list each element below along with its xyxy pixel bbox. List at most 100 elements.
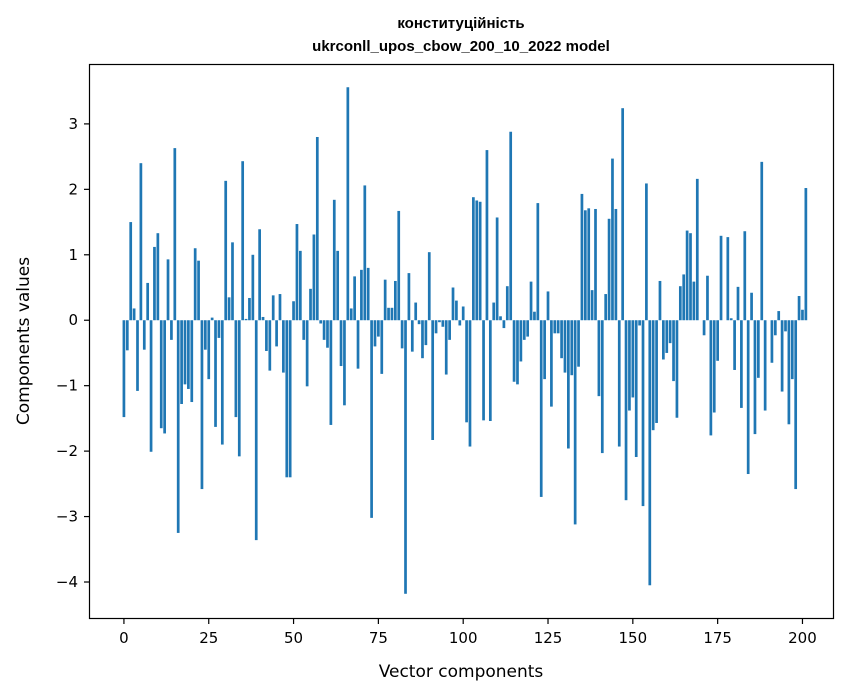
bar [298,250,302,321]
bar [665,320,669,353]
bar [597,320,601,397]
bar [220,320,224,445]
bar [404,320,407,594]
bar [203,320,207,350]
bar [227,297,231,321]
bar [451,287,455,321]
bar [740,320,743,408]
bar [292,301,295,321]
bar [326,320,329,348]
bar [149,320,153,452]
bar [305,320,309,387]
bar [163,320,166,434]
bar [129,222,133,321]
bar [794,320,798,490]
bar [746,320,750,475]
bar [319,320,323,324]
bar [743,231,747,321]
bar [662,320,665,360]
bar [346,87,350,321]
bar [621,108,625,321]
bar [180,320,183,404]
bar [407,273,411,321]
bar [736,286,740,321]
bar [444,320,448,375]
bar [159,320,163,429]
bar [600,320,604,454]
bar [668,320,672,344]
bar [393,280,397,321]
bar [801,309,804,321]
bar [390,307,394,321]
bar [499,316,502,321]
bar [173,148,177,321]
bar [719,235,723,321]
bar [570,320,574,376]
bar [573,320,577,525]
bar [336,250,340,321]
bar [611,158,614,321]
bar [132,308,136,321]
bar [519,320,523,362]
bar [488,320,492,422]
bar [638,320,641,326]
bar [370,320,373,518]
bar [261,316,265,321]
bar [421,320,424,359]
bar [550,320,553,407]
bar [763,320,767,411]
y-tick-label: −3 [56,508,78,526]
bar [556,320,560,334]
bar [278,294,282,321]
bar [353,276,356,321]
bar [526,320,530,337]
x-tick-label: 200 [788,629,817,647]
bar [495,217,499,321]
bar [210,317,214,321]
bar [197,260,200,321]
x-tick-label: 50 [284,629,303,647]
bar [546,291,550,321]
bar [617,320,621,447]
bar [455,300,458,321]
bar [726,237,730,321]
bar [200,320,204,490]
bar [706,275,709,321]
bar [207,320,211,380]
bar [434,320,438,334]
bar [702,320,706,336]
bar [536,203,540,321]
bar [634,320,638,458]
y-tick-label: −1 [56,377,78,395]
bar [624,320,628,501]
bar [142,320,146,350]
bar [509,131,513,321]
bar [658,280,662,321]
bar [757,320,760,378]
bar [251,254,255,321]
chart-subtitle: ukrconll_upos_cbow_200_10_2022 model [312,38,610,55]
bar [577,320,580,367]
bar [539,320,543,497]
x-tick-label: 175 [703,629,732,647]
bar [522,320,526,340]
bar [770,320,774,363]
bar [285,320,289,478]
bar [343,320,346,406]
bar [505,286,509,321]
bar [675,320,679,418]
bar [366,267,370,321]
bar [441,320,445,327]
bar [645,183,648,321]
bar [139,163,143,321]
bar [461,306,465,321]
y-tick-label: 3 [68,115,78,133]
bar [302,320,306,340]
x-tick-label: 75 [369,629,388,647]
bar [329,320,333,425]
bar [685,230,689,321]
bar [183,320,187,385]
bar [410,320,414,352]
bar [672,320,675,382]
bar [356,320,360,369]
